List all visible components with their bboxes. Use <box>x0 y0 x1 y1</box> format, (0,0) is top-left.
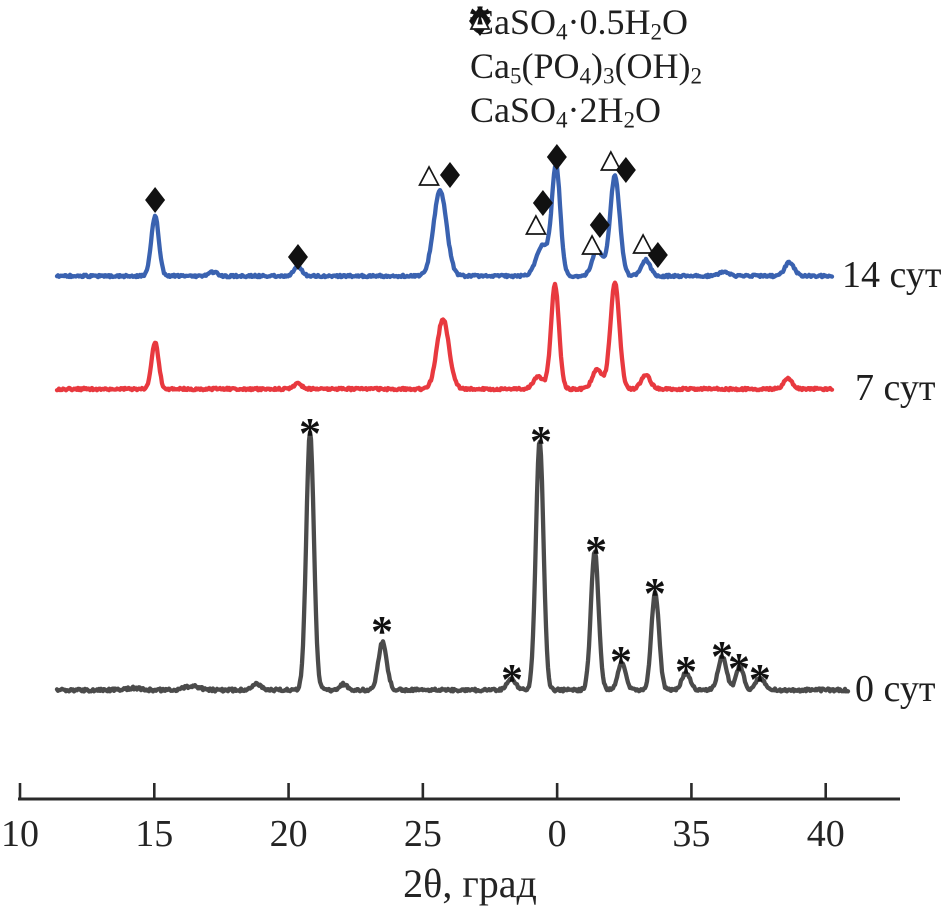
peak-triangle-icon <box>525 214 547 235</box>
peak-diamond-icon <box>615 157 636 183</box>
peak-triangle-icon <box>581 234 603 255</box>
peak-diamond-icon <box>532 190 553 216</box>
peak-asterisk-icon: * <box>530 417 552 466</box>
x-tick-label-4: 0 <box>548 813 567 855</box>
x-tick-label-2: 20 <box>270 813 308 855</box>
series-trace-1 <box>54 280 835 393</box>
peak-diamond-icon <box>439 162 460 188</box>
x-tick-label-0: 10 <box>1 813 39 855</box>
peak-diamond-icon <box>589 212 610 238</box>
peak-triangle-icon <box>632 233 654 254</box>
peak-asterisk-icon: * <box>728 644 750 693</box>
triangle-icon <box>469 8 491 30</box>
peak-triangle-icon <box>418 165 440 186</box>
peak-asterisk-icon: * <box>501 655 523 704</box>
asterisk-icon: * <box>468 2 492 42</box>
series-trace-0 <box>54 162 835 280</box>
peak-asterisk-icon: * <box>644 569 666 618</box>
peak-diamond-icon <box>546 144 567 170</box>
peak-diamond-icon <box>647 242 668 268</box>
peak-triangle-icon <box>599 150 622 171</box>
peak-asterisk-icon: * <box>585 527 607 576</box>
x-tick-label-6: 40 <box>807 813 845 855</box>
x-tick-label-1: 15 <box>135 813 173 855</box>
x-axis-title: 2θ, град <box>403 861 537 906</box>
peak-asterisk-icon: * <box>711 632 733 681</box>
series-trace-2 <box>54 430 851 694</box>
legend-triangle-glyph <box>469 8 491 30</box>
legend-item-0: CaSO4·0.5H2O <box>458 2 702 46</box>
x-tick-label-3: 25 <box>404 813 442 855</box>
peak-diamond-icon <box>287 244 308 270</box>
legend-label-0: CaSO4·0.5H2O <box>470 2 689 45</box>
x-tick-label-5: 35 <box>672 813 710 855</box>
peak-asterisk-icon: * <box>299 409 321 458</box>
legend-label-2: CaSO4·2H2O <box>470 90 662 133</box>
legend-label-1: Ca5(PO4)3(OH)2 <box>470 46 703 89</box>
series-label-1: 7 сут <box>855 367 936 409</box>
peak-asterisk-icon: * <box>371 607 393 656</box>
peak-asterisk-icon: * <box>675 647 697 696</box>
chart-legend: CaSO4·0.5H2O Ca5(PO4)3(OH)2 * CaSO4·2H2O <box>458 2 702 134</box>
legend-item-2: * CaSO4·2H2O <box>458 2 702 134</box>
legend-asterisk-glyph: * <box>468 2 492 42</box>
peak-asterisk-icon: * <box>749 655 771 704</box>
series-label-0: 14 сут <box>842 254 942 296</box>
legend-item-1: Ca5(PO4)3(OH)2 <box>458 8 703 90</box>
peak-asterisk-icon: * <box>610 637 632 686</box>
series-label-2: 0 сут <box>855 668 936 710</box>
peak-diamond-icon <box>145 187 166 213</box>
